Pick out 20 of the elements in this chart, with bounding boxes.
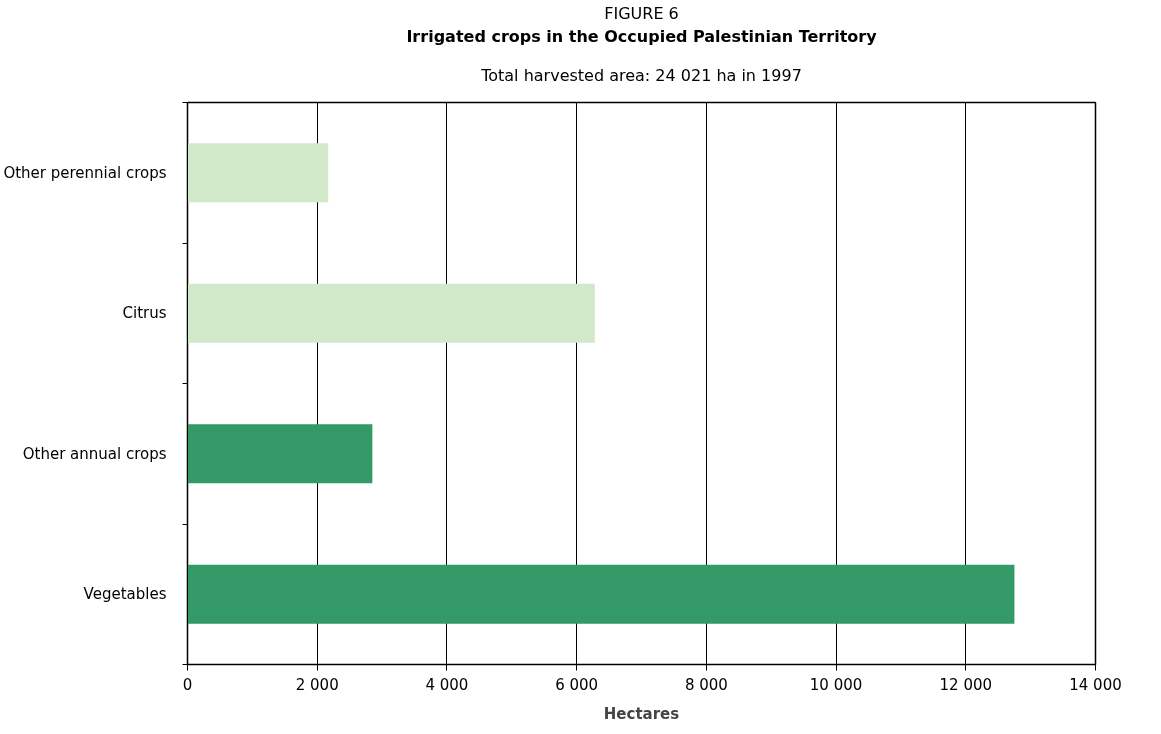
bar [187,564,1015,624]
bar [187,143,329,203]
bar [187,424,373,484]
x-axis-title: Hectares [603,704,680,723]
x-tick-label: 6 000 [555,675,599,694]
bar [187,283,595,343]
x-tick-label: 14 000 [1069,675,1122,694]
y-tick-label: Other annual crops [22,444,167,463]
y-tick-label: Citrus [122,304,167,323]
x-tick-label: 8 000 [684,675,728,694]
chart-subtitle: Total harvested area: 24 021 ha in 1997 [480,66,802,85]
y-tick-label: Vegetables [83,585,167,604]
y-tick-label: Other perennial crops [3,163,167,182]
caption: FIGURE 6 [604,3,679,23]
x-tick-label: 10 000 [809,675,863,694]
x-tick-label: 0 [182,675,193,694]
x-tick-label: 2 000 [295,675,339,694]
x-tick-label: 12 000 [939,675,993,694]
x-tick-label: 4 000 [425,675,469,694]
chart-title: Irrigated crops in the Occupied Palestinian Territory [406,26,878,46]
